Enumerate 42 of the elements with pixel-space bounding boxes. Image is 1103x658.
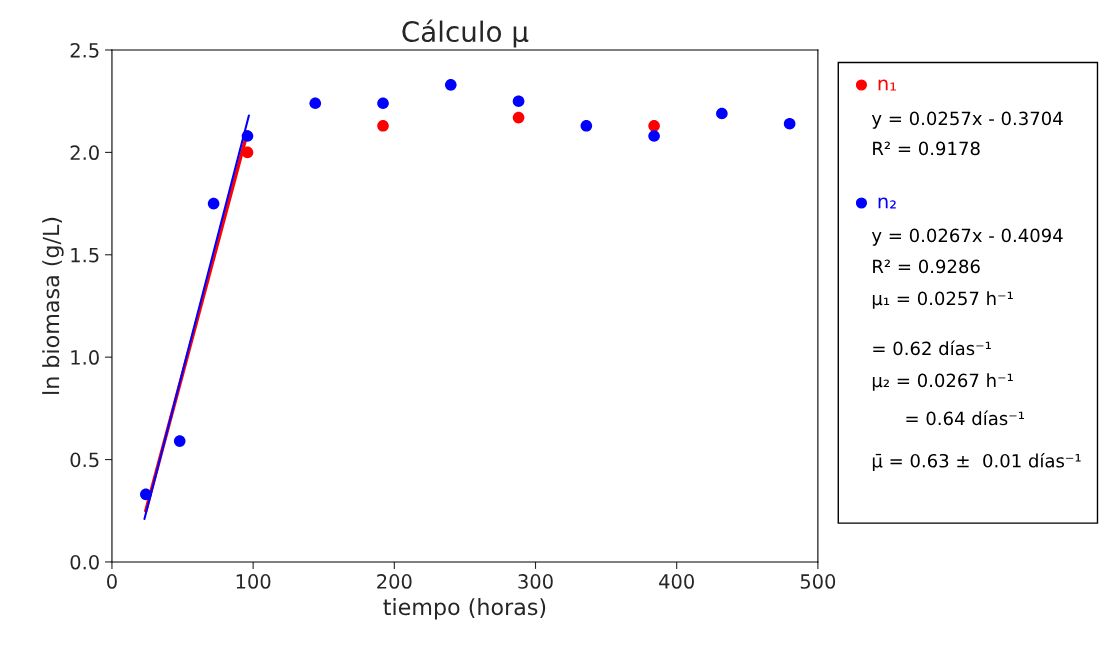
- text: y = 0.0267x - 0.4094: [871, 228, 1063, 246]
- text: = 0.62 días⁻¹: [873, 340, 991, 356]
- x-axis-title: tiempo (horas): [383, 598, 546, 620]
- text: μ₂ = 0.0267 h⁻¹: [872, 373, 1013, 391]
- x-tick-label: 400: [659, 574, 694, 589]
- point: [309, 97, 322, 110]
- text: μ̄ = 0.63 ± 0.01 días⁻¹: [872, 452, 1081, 472]
- point: [241, 130, 254, 142]
- x-tick-label: 200: [377, 574, 412, 589]
- y-tick-label: 0.0: [70, 554, 99, 570]
- y-tick-label: 0.5: [70, 452, 99, 468]
- point: [648, 119, 660, 132]
- point: [377, 119, 389, 132]
- x-tick-label: 0: [107, 574, 117, 589]
- y-tick-label: 2.0: [70, 145, 99, 161]
- chart-title: Cálculo μ: [402, 19, 529, 48]
- point: [173, 435, 186, 447]
- legend-label: n₁: [878, 79, 896, 91]
- point: [140, 488, 152, 501]
- legend-label: n₂: [878, 197, 896, 209]
- x-tick-label: 100: [236, 574, 271, 589]
- y-tick-label: 1.0: [71, 350, 99, 365]
- point: [512, 111, 525, 124]
- x-tick-label: 500: [800, 574, 836, 589]
- point: [580, 119, 593, 132]
- text: R² = 0.9286: [873, 259, 980, 274]
- y-tick-label: 1.5: [71, 247, 99, 263]
- y-tick-label: 2.5: [70, 42, 99, 58]
- point: [716, 107, 728, 120]
- text: = 0.64 días⁻¹: [906, 410, 1024, 426]
- point: [512, 95, 525, 108]
- text: R² = 0.9178: [873, 141, 980, 156]
- point: [241, 146, 254, 159]
- point: [648, 130, 660, 142]
- point: [207, 197, 220, 210]
- text: μ₁ = 0.0257 h⁻¹: [872, 291, 1013, 309]
- point: [444, 79, 457, 91]
- y-axis-title: ln biomasa (g/L): [42, 217, 64, 394]
- x-tick-label: 300: [518, 574, 553, 589]
- point: [783, 117, 796, 130]
- point: [377, 97, 389, 110]
- text: y = 0.0257x - 0.3704: [871, 111, 1063, 129]
